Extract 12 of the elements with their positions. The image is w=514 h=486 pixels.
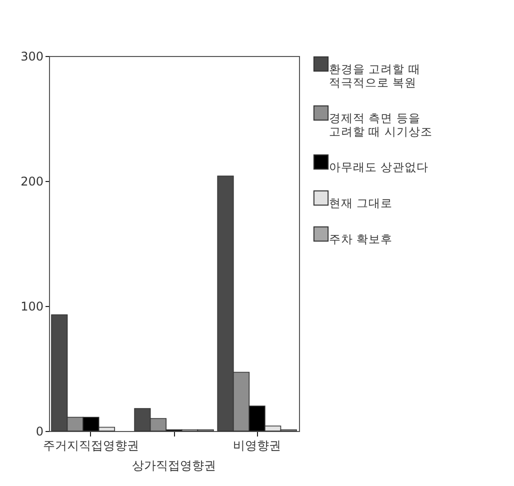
- legend-label: 아무래도 상관없다: [329, 160, 429, 174]
- y-tick-label: 0: [36, 424, 44, 438]
- y-tick-label: 200: [20, 174, 44, 188]
- x-tick-label: 주거지직접영향권: [42, 438, 139, 452]
- y-tick-label: 300: [20, 50, 44, 64]
- x-tick-label: 비영향권: [233, 438, 282, 452]
- legend-label: 환경을 고려할 때 적극적으로 복원: [329, 62, 420, 90]
- legend-label: 경제적 측면 등을 고려할 때 시기상조: [329, 111, 432, 138]
- x-tick-label: 상가직접영향권: [132, 458, 216, 472]
- legend-label: 주차 확보후: [329, 232, 393, 246]
- y-tick-label: 100: [20, 300, 44, 314]
- legend-label: 현재 그대로: [329, 196, 393, 210]
